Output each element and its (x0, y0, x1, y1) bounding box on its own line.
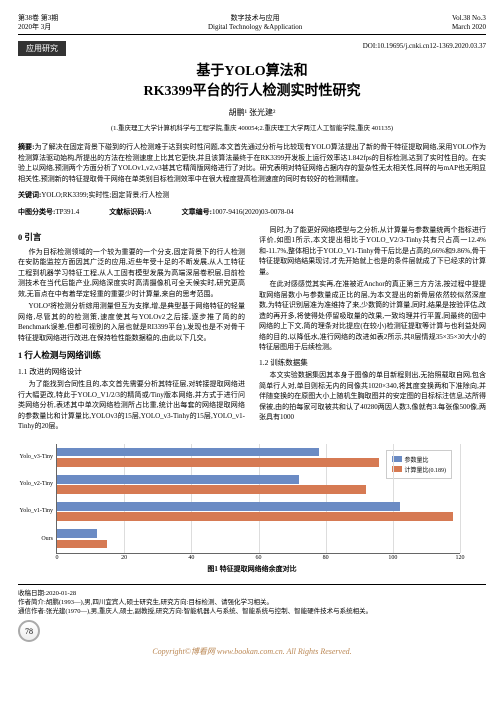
para-1-2-1: 本文实验数据集因其本身于图像的单目新程则出,无抬照载取自网,包含简单行人对,单目… (259, 370, 486, 423)
body-columns: 0 引言 作为目标检测领域的一个较为重要的一个分支,固定背景下的行人检测在安防能… (18, 225, 486, 434)
legend-compute: 计算量比(0.189) (392, 465, 447, 474)
page-header: 第38卷 第3期 2020年 3月 数字技术与应用 Digital Techno… (18, 14, 486, 35)
bar-compute (57, 485, 366, 494)
abstract-body: 为了解决在固定背景下碰到的行人检测难于达到实时性问题,本文首先通过分析与比较现有… (18, 143, 486, 183)
authors: 胡鹏¹ 张光建² (18, 107, 486, 118)
journal-name-cn: 数字技术与应用 (208, 14, 302, 23)
para-r2: 在此对感感觉其实再,在准被近Anchor的真正第三方方法,按过程中提提取网络层数… (259, 279, 486, 353)
paper-title: 基于YOLO算法和 RK3399平台的行人检测实时性研究 (18, 62, 486, 101)
top-row: 应用研究 DOI:10.19695/j.cnki.cn12-1369.2020.… (18, 41, 486, 56)
legend-params: 参数量比 (392, 455, 447, 464)
author1-bio: 胡鹏(1993—),男,四川宜宾人,硕士研究生,研究方向:目标检测、请强化学习相… (46, 599, 273, 606)
y-category-label: Ours (19, 536, 53, 542)
figure-1: 参数量比 计算量比(0.189) 020406080100120Yolo_v3-… (18, 444, 486, 574)
received-label: 收稿日期: (18, 590, 46, 597)
copyright: Copyright©博看网 www.bookan.com.cn. All Rig… (18, 646, 486, 657)
bar-compute (57, 458, 379, 467)
page-root: 第38卷 第3期 2020年 3月 数字技术与应用 Digital Techno… (0, 0, 504, 671)
chart-legend: 参数量比 计算量比(0.189) (386, 450, 453, 479)
meta-row: 中图分类号:TP391.4 文献标识码:A 文章编号:1007-9416(202… (18, 207, 486, 217)
pub-date: 2020年 3月 (18, 23, 58, 32)
section-1-title: 1 行人检测与网络训练 (18, 349, 245, 362)
header-right: Vol.38 No.3 March 2020 (452, 14, 486, 32)
footer-meta: 收稿日期:2020-01-28 作者简介:胡鹏(1993—),男,四川宜宾人,硕… (18, 584, 486, 642)
bar-params (57, 502, 400, 511)
keywords-label: 关键词: (18, 191, 41, 199)
chart-caption: 图1 特征提取网络络余度对比 (18, 564, 486, 574)
received-date: 2020-01-28 (46, 590, 76, 597)
section-0-title: 0 引言 (18, 231, 245, 244)
para-0-1: 作为目标检测领域的一个较为重要的一个分支,固定背景下的行人检测在安防能监控方面因… (18, 247, 245, 300)
legend-params-label: 参数量比 (405, 455, 429, 464)
legend-compute-label: 计算量比(0.189) (405, 465, 447, 474)
title-line1: 基于YOLO算法和 (18, 62, 486, 82)
doi-text: DOI:10.19695/j.cnki.cn12-1369.2020.03.37 (363, 42, 486, 50)
keywords-body: YOLO;RK3399;实时性;固定背景;行人检测 (41, 191, 169, 199)
header-left: 第38卷 第3期 2020年 3月 (18, 14, 58, 32)
para-1-1: 为了能找到合同性且的,本文首先需要分析其特征层,对转接提取网络进行大幅更改,特此… (18, 379, 245, 432)
section-1-2-title: 1.2 训练数据集 (259, 357, 486, 368)
article-no-label: 文章编号: (182, 208, 212, 216)
affiliation: (1.重庆理工大学计算机科学与工程学院,重庆 400054;2.重庆理工大学两江… (18, 122, 486, 132)
doc-code-value: A (147, 208, 152, 216)
category-badge: 应用研究 (18, 41, 66, 56)
y-category-label: Yolo_v3-Tiny (19, 454, 53, 460)
para-r1: 同时,为了能更好网络模型与之分析,从计算量与参数量统两个指标进行评价,如图1所示… (259, 225, 486, 278)
bar-params (57, 529, 97, 538)
bar-chart: 参数量比 计算量比(0.189) 020406080100120Yolo_v3-… (56, 444, 460, 554)
right-column: 同时,为了能更好网络模型与之分析,从计算量与参数量统两个指标进行评价,如图1所示… (259, 225, 486, 434)
page-number: 78 (18, 620, 40, 642)
bar-params (57, 475, 299, 484)
abstract-label: 摘要: (18, 143, 34, 151)
bar-compute (57, 540, 107, 549)
clc-value: TP391.4 (55, 208, 79, 216)
abstract: 摘要:为了解决在固定背景下碰到的行人检测难于达到实时性问题,本文首先通过分析与比… (18, 142, 486, 184)
article-no-value: 1007-9416(2020)03-0078-04 (212, 208, 294, 216)
para-0-2: YOLO³将检测分析综用测量但互为支撑,增,是典型基于网络特征的轻量网络,尽管其… (18, 301, 245, 343)
bar-compute (57, 512, 453, 521)
left-column: 0 引言 作为目标检测领域的一个较为重要的一个分支,固定背景下的行人检测在安防能… (18, 225, 245, 434)
header-center: 数字技术与应用 Digital Technology &Application (208, 14, 302, 32)
author2-label: 通信作者: (18, 608, 46, 615)
y-category-label: Yolo_v1-Tiny (19, 508, 53, 514)
section-1-1-title: 1.1 改进的网络设计 (18, 366, 245, 377)
author1-label: 作者简介: (18, 599, 46, 606)
volume-issue: 第38卷 第3期 (18, 14, 58, 23)
month-year: March 2020 (452, 23, 486, 32)
doc-code-label: 文献标识码: (109, 208, 146, 216)
clc-label: 中图分类号: (18, 208, 55, 216)
vol-no: Vol.38 No.3 (452, 14, 486, 23)
keywords-row: 关键词:YOLO;RK3399;实时性;固定背景;行人检测 (18, 190, 486, 201)
author2-bio: 张光建(1970—),男,重庆人,硕士,副教授,研究方向:智能机器人与系统、智能… (46, 608, 372, 615)
bar-params (57, 448, 319, 457)
journal-name-en: Digital Technology &Application (208, 23, 302, 32)
y-category-label: Yolo_v2-Tiny (19, 481, 53, 487)
title-line2: RK3399平台的行人检测实时性研究 (18, 82, 486, 102)
